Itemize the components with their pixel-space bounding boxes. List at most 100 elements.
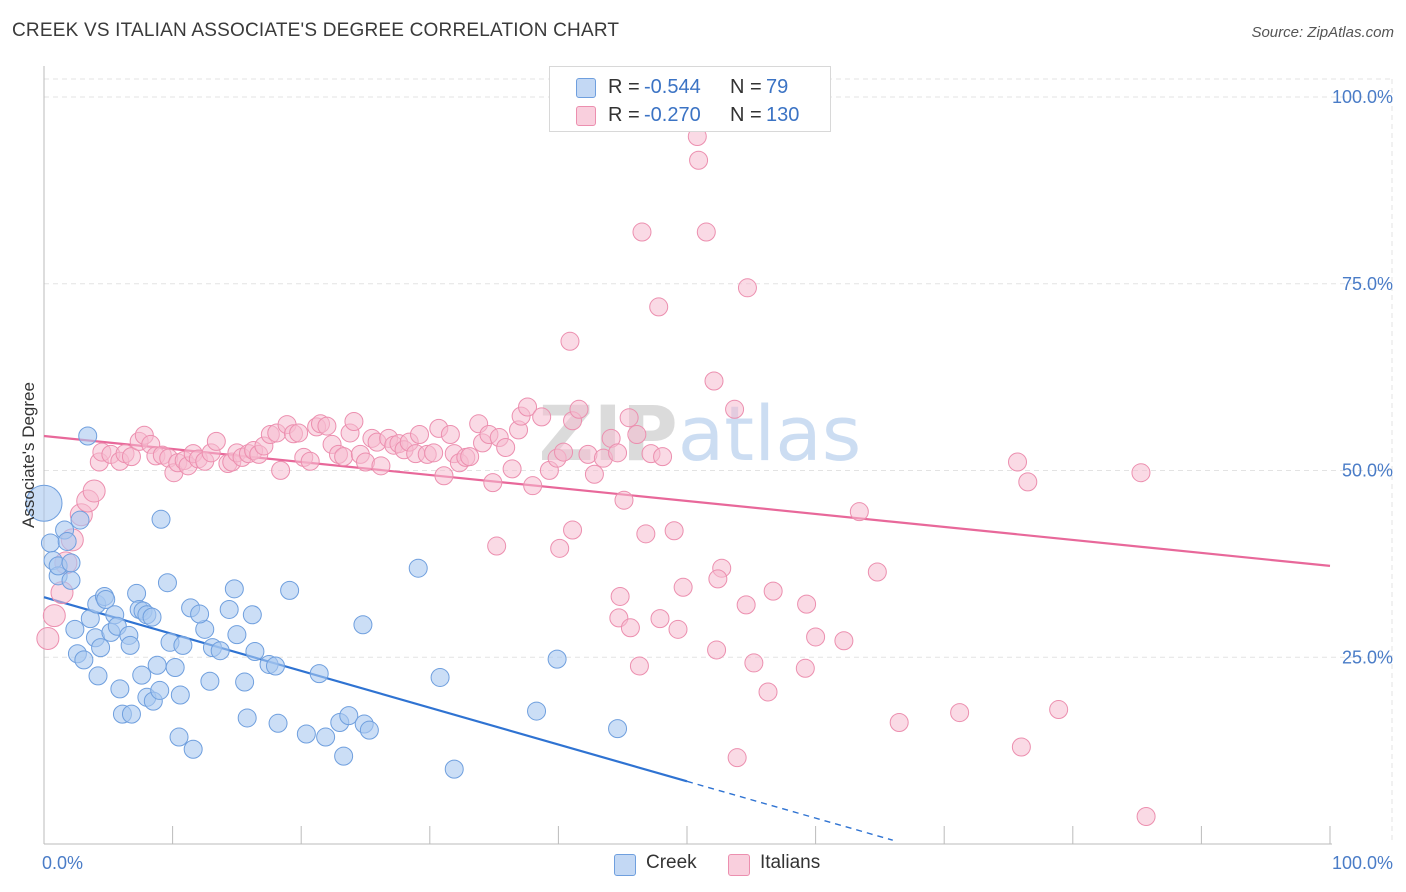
italians-point [806,627,826,647]
italians-point [440,424,460,444]
creek-point [91,638,111,658]
creek-swatch [614,854,636,876]
watermark: ZIPatlas [539,389,862,478]
creek-point [57,531,77,551]
italians-point [523,476,543,496]
italians-point [744,653,764,673]
creek-point [608,719,628,739]
creek-point [224,579,244,599]
italians-point [487,536,507,556]
italians-point [434,466,454,486]
italians-point [554,442,574,462]
italians-point [1131,463,1151,483]
italians-point [889,713,909,733]
creek-point [65,619,85,639]
axes [43,66,1332,845]
italians-point [206,431,226,451]
creek-point [173,635,193,655]
italians-point [725,399,745,419]
italians-point [483,473,503,493]
italians-point [121,447,141,467]
italians-point [460,447,480,467]
italians-point [649,297,669,317]
italians-point [496,437,516,457]
italians-point [569,399,589,419]
creek-point [430,667,450,687]
creek-point [227,625,247,645]
creek-point [40,533,60,553]
italians-point [707,640,727,660]
italians-point [502,459,522,479]
creek-point [527,701,547,721]
italians-point [334,447,354,467]
creek-point [183,739,203,759]
creek-point [74,650,94,670]
creek-trend-extension [686,780,893,841]
italians-point [668,619,688,639]
creek-point [170,685,190,705]
creek-point [242,605,262,625]
y-tick-label: 75.0% [1342,274,1393,294]
italians-swatch [576,106,596,126]
creek-point [120,635,140,655]
y-tick-label: 25.0% [1342,647,1393,667]
creek-point [70,510,90,530]
y-axis-label: Associate's Degree [19,382,38,528]
italians-point [1011,737,1031,757]
creek-point [210,641,230,661]
legend-n-value: 79 [766,76,789,98]
creek-point [316,727,336,747]
creek-point [110,679,130,699]
italians-point [650,609,670,629]
creek-point [78,426,98,446]
italians-point [563,520,583,540]
legend-r-label: R = [608,76,640,98]
italians-point [42,604,66,628]
legend-n-value: 130 [766,104,800,126]
italians-point [424,443,444,463]
creek-point [147,655,167,675]
creek-point [408,558,428,578]
creek-point [132,665,152,685]
italians-point [708,569,728,589]
legend-label-creek: Creek [646,852,697,873]
italians-point [610,586,630,606]
creek-point [265,656,285,676]
creek-point [157,573,177,593]
italians-point [619,408,639,428]
italians-point [834,631,854,651]
creek-point [25,484,63,522]
creek-point [169,727,189,747]
italians-point [673,577,693,597]
italians-point [849,502,869,522]
grid-lines [44,78,1393,844]
italians-point [727,748,747,768]
italians-point [629,656,649,676]
italians-point [736,595,756,615]
creek-point [339,706,359,726]
italians-point [584,464,604,484]
creek-point [245,641,265,661]
creek-point [444,759,464,779]
y-tick-label: 50.0% [1342,461,1393,481]
italians-point [797,594,817,614]
italians-point [795,658,815,678]
legend-r-label: R = [608,104,640,126]
creek-point [296,724,316,744]
italians-point [532,407,552,427]
creek-point [280,580,300,600]
creek-point [359,720,379,740]
italians-point [950,703,970,723]
italians-point [300,451,320,471]
creek-point [165,658,185,678]
italians-point [1008,452,1028,472]
italians-point [560,331,580,351]
italians-point [271,460,291,480]
italians-point [664,521,684,541]
italians-point [371,456,391,476]
creek-point [61,570,81,590]
legend-n-label: N = [730,76,762,98]
italians-point [82,479,106,503]
creek-point [88,666,108,686]
